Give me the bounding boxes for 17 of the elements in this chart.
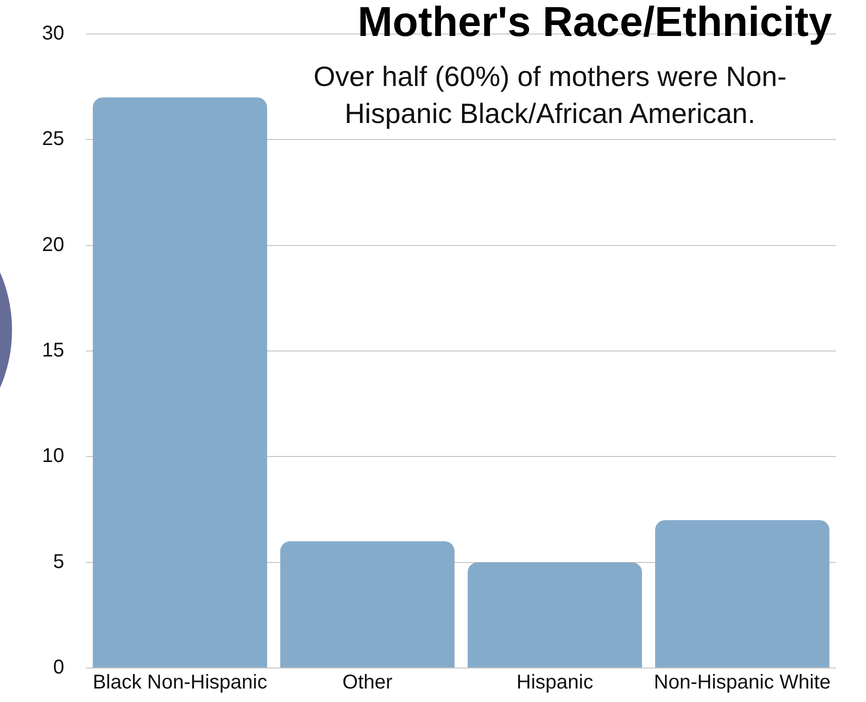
y-tick-label: 30 bbox=[42, 22, 64, 45]
bar bbox=[92, 97, 268, 668]
text: Over half (60%) of mothers were Non-Hispanic Black/African American. bbox=[312, 60, 788, 131]
bar bbox=[280, 541, 455, 668]
bar bbox=[468, 562, 642, 668]
y-tick-label: 15 bbox=[42, 340, 64, 362]
y-tick-label: 10 bbox=[42, 445, 64, 468]
x-tick-label: Black Non-Hispanic bbox=[92, 672, 268, 694]
y-tick-label: 20 bbox=[42, 234, 64, 256]
x-tick-label: Hispanic bbox=[516, 672, 594, 694]
chart-title: Mother's Race/Ethnicity bbox=[358, 0, 832, 46]
bar bbox=[655, 520, 830, 668]
x-tick-label: Other bbox=[342, 672, 393, 694]
y-tick-label: 0 bbox=[53, 656, 64, 679]
y-tick-label: 5 bbox=[53, 550, 64, 573]
x-tick-label: Non-Hispanic White bbox=[654, 672, 831, 694]
y-tick-label: 25 bbox=[42, 128, 64, 150]
